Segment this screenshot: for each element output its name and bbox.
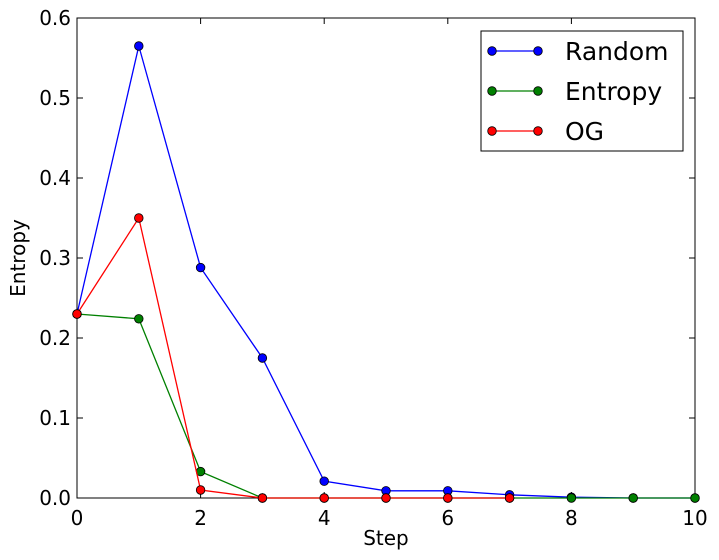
legend-marker (533, 126, 543, 136)
y-axis-label: Entropy (6, 219, 30, 297)
data-point (195, 262, 206, 273)
series-layer (72, 41, 700, 503)
legend-marker (487, 86, 497, 96)
legend-marker (533, 46, 543, 56)
legend-item: Random (487, 37, 669, 66)
x-tick-label: 10 (682, 506, 707, 530)
legend-label: Random (565, 37, 669, 66)
legend-item: Entropy (487, 77, 662, 106)
x-tick-label: 6 (441, 506, 454, 530)
legend-item: OG (487, 117, 604, 146)
x-tick-label: 0 (71, 506, 84, 530)
y-tick-label: 0.6 (39, 6, 71, 30)
data-point (319, 476, 329, 486)
legend-marker (487, 46, 497, 56)
legend-marker (533, 86, 543, 96)
legend-marker (487, 126, 497, 136)
x-tick-label: 4 (318, 506, 331, 530)
x-tick-label: 8 (565, 506, 578, 530)
y-tick-label: 0.5 (39, 86, 71, 110)
series-line (76, 216, 510, 499)
data-point (257, 353, 268, 363)
legend-label: Entropy (565, 77, 662, 106)
x-tick-label: 2 (194, 506, 207, 530)
series-og (72, 213, 515, 503)
data-point (134, 41, 144, 51)
data-point (690, 493, 700, 503)
data-point (319, 493, 329, 503)
data-point (195, 485, 206, 495)
data-point (134, 213, 144, 223)
data-point (134, 314, 144, 324)
data-point (504, 493, 515, 503)
data-point (628, 493, 638, 503)
data-point (381, 493, 391, 503)
data-point (566, 493, 577, 503)
y-tick-label: 0.4 (39, 166, 71, 190)
data-point (257, 493, 268, 503)
data-point (72, 309, 82, 319)
y-tick-label: 0.0 (39, 486, 71, 510)
y-tick-label: 0.1 (39, 406, 71, 430)
legend: Random Entropy OG (480, 30, 684, 152)
tick-labels: 0 2 4 6 8 10 0.0 0.1 0.2 0.3 0.4 0.5 0.6 (39, 6, 708, 530)
legend-label: OG (565, 117, 604, 146)
y-tick-label: 0.2 (39, 326, 71, 350)
y-tick-label: 0.3 (39, 246, 71, 270)
data-point (443, 493, 453, 503)
x-axis-label: Step (363, 526, 409, 550)
